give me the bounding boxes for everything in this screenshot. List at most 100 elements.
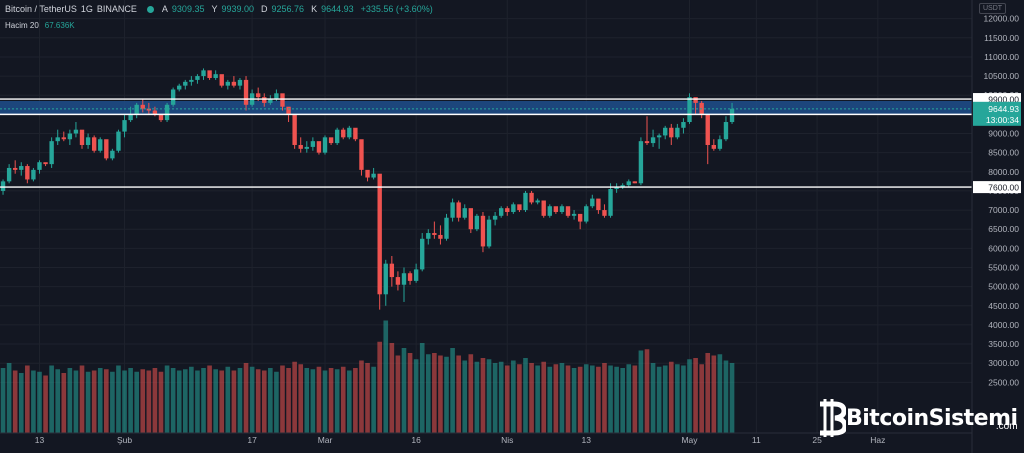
candle-body xyxy=(401,273,407,285)
candle-body xyxy=(426,233,431,239)
volume-bar xyxy=(91,370,97,433)
volume-bar xyxy=(225,366,231,433)
time-tick-label: Şub xyxy=(117,435,132,445)
volume-bar xyxy=(268,368,273,433)
candle-body xyxy=(632,181,638,184)
volume-bar xyxy=(474,361,480,433)
volume-bar xyxy=(626,364,632,433)
volume-bar xyxy=(207,365,212,433)
volume-bar xyxy=(377,341,382,433)
candle-body xyxy=(13,167,18,170)
level-price-tag xyxy=(973,181,1021,194)
candle-body xyxy=(407,273,413,281)
current-price-label: 9644.93 xyxy=(988,104,1019,114)
volume-bar xyxy=(687,359,692,433)
volume-bar xyxy=(389,343,395,433)
candle-body xyxy=(31,169,36,180)
price-tick-label: 4000.00 xyxy=(988,320,1019,330)
volume-bar xyxy=(43,375,48,433)
volume-bar xyxy=(31,370,36,433)
price-tick-label: 7000.00 xyxy=(988,205,1019,215)
volume-bar xyxy=(620,368,625,433)
candle-body xyxy=(620,185,625,188)
time-axis[interactable]: 13 Şub 17 Mar 16 Nis 13 May 11 25 Haz xyxy=(0,432,972,445)
volume-bar xyxy=(681,365,686,433)
logo-domain: .com xyxy=(995,421,1018,432)
candle-body xyxy=(134,104,139,115)
candle-body xyxy=(98,139,103,151)
volume-bar xyxy=(590,365,595,433)
volume-bar xyxy=(407,353,413,433)
candle-body xyxy=(577,213,583,222)
current-price-tag xyxy=(973,101,1021,126)
symbol-name[interactable]: Bitcoin / TetherUS xyxy=(5,4,77,14)
candle-body xyxy=(328,137,334,144)
price-tick-label: 8500.00 xyxy=(988,148,1019,158)
volume-bar xyxy=(237,368,243,433)
volume-bar xyxy=(523,358,528,433)
volume-bar xyxy=(219,370,225,433)
candle-body xyxy=(505,208,510,212)
horizontal-levels[interactable] xyxy=(0,98,972,188)
candle-body xyxy=(140,104,145,109)
candle-body xyxy=(67,133,73,140)
candle-body xyxy=(298,144,303,149)
price-tick-label: 6000.00 xyxy=(988,243,1019,253)
price-axis[interactable]: 2500.00 3000.00 3500.00 4000.00 4500.00 5000.… xyxy=(971,0,1024,453)
candle-body xyxy=(675,127,680,138)
candle-body xyxy=(104,139,109,159)
candle-body xyxy=(383,263,388,295)
time-tick-label: May xyxy=(681,435,698,445)
volume-bar xyxy=(656,366,662,433)
candle-body xyxy=(237,79,243,86)
volume-bar xyxy=(498,361,504,433)
support-zone-rect xyxy=(0,100,972,115)
low-value: 9256.76 xyxy=(271,4,305,14)
time-tick-label: 16 xyxy=(411,435,421,445)
volume-label: Hacim 20 xyxy=(5,21,39,30)
candle-body xyxy=(353,127,358,140)
volume-bar xyxy=(717,354,723,433)
volume-bar xyxy=(213,369,218,433)
volume-bar xyxy=(292,361,297,433)
candle-body xyxy=(189,79,194,82)
volume-bar xyxy=(37,371,42,433)
candle-body xyxy=(413,269,419,281)
volume-bar xyxy=(511,360,516,433)
candle-body xyxy=(25,166,30,180)
price-tick-label: 5500.00 xyxy=(988,262,1019,272)
candle-body xyxy=(541,200,546,216)
candle-body xyxy=(559,206,565,212)
volume-bar xyxy=(134,371,139,433)
volume-legend[interactable]: Hacim 20 67.636K xyxy=(5,21,75,30)
candle-body xyxy=(207,70,212,78)
candle-body xyxy=(79,129,85,145)
price-tick-label: 5000.00 xyxy=(988,282,1019,292)
interval-label[interactable]: 1G xyxy=(80,4,93,14)
volume-bar xyxy=(6,363,12,433)
volume-bar xyxy=(723,360,729,433)
candle-body xyxy=(529,192,534,203)
candle-body xyxy=(565,206,571,216)
candle-body xyxy=(225,81,230,86)
candle-body xyxy=(644,141,650,144)
price-axis-bg xyxy=(972,0,1024,453)
candle-body xyxy=(614,187,619,190)
time-tick-label: 17 xyxy=(247,435,257,445)
volume-bar xyxy=(55,369,61,433)
volume-bar xyxy=(504,365,510,433)
support-zone xyxy=(0,100,972,115)
volume-bar xyxy=(182,369,188,433)
candle-body xyxy=(499,208,504,216)
volume-bar xyxy=(632,365,638,433)
candle-body xyxy=(420,238,425,270)
candle-body xyxy=(432,233,437,235)
candle-body xyxy=(19,166,24,170)
candle-body xyxy=(517,204,522,211)
price-tick-label: 11500.00 xyxy=(984,33,1019,43)
volume-bar xyxy=(365,363,370,433)
volume-bar xyxy=(456,355,461,433)
volume-bar xyxy=(280,365,285,433)
volume-bar xyxy=(675,364,680,433)
